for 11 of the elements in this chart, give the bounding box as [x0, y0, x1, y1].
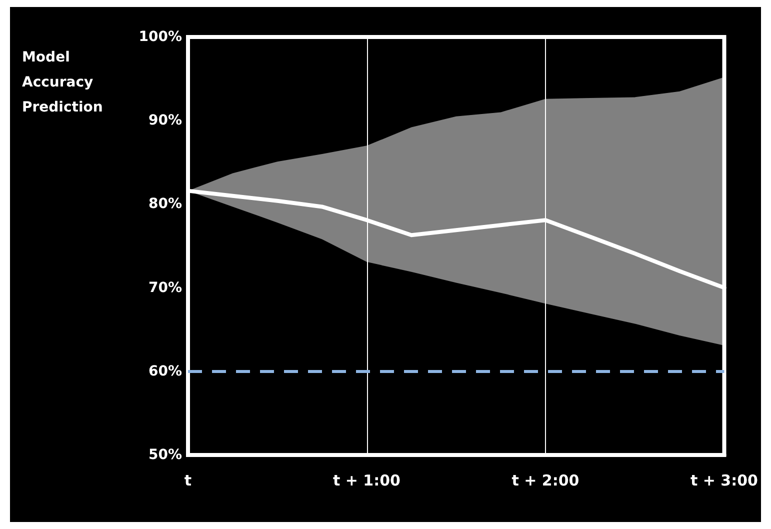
y-tick-label: 100% [138, 29, 182, 45]
x-tick-label: t [184, 472, 192, 490]
y-axis-title: Model Accuracy Prediction [22, 50, 103, 116]
x-tick-label: t + 1:00 [333, 472, 400, 490]
y-tick-label: 70% [148, 280, 182, 296]
y-tick-label: 80% [148, 196, 182, 212]
y-tick-label: 60% [148, 363, 182, 380]
x-tick-label: t + 3:00 [690, 472, 758, 490]
y-tick-label: 90% [148, 112, 182, 129]
x-tick-label: t + 2:00 [512, 472, 580, 490]
y-tick-label: 50% [148, 447, 182, 463]
